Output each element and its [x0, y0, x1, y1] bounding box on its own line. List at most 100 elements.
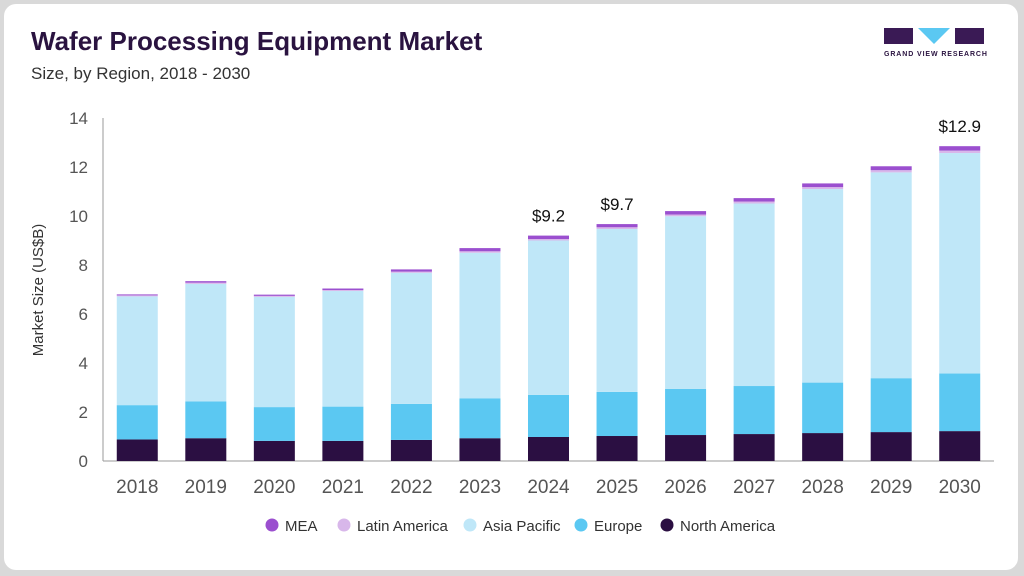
bar-segment-latin-america [390, 271, 432, 273]
bar-segment-mea [733, 198, 775, 202]
bar-segment-north-america [116, 439, 158, 461]
bar-segment-europe [459, 398, 501, 439]
bar-segment-mea [390, 269, 432, 272]
bar-segment-north-america [870, 432, 912, 461]
bar-segment-north-america [528, 436, 569, 461]
x-tick-label: 2027 [733, 477, 775, 498]
bar-segment-europe [870, 378, 912, 433]
legend-label: Asia Pacific [483, 518, 561, 535]
bar-segment-mea [322, 288, 364, 290]
bar-segment-asia-pacific [802, 189, 844, 383]
bar-segment-mea [459, 248, 501, 252]
x-tick-label: 2021 [322, 477, 364, 498]
x-tick-label: 2018 [116, 477, 158, 498]
bar-segment-mea [185, 281, 227, 283]
bar-segment-north-america [322, 440, 364, 461]
data-label: $9.2 [532, 207, 565, 226]
y-tick-label: 8 [79, 256, 88, 275]
legend-swatch [574, 518, 588, 532]
x-tick-label: 2030 [939, 477, 981, 498]
legend-label: Latin America [357, 518, 449, 535]
y-tick-label: 4 [79, 354, 88, 373]
bar-segment-mea [253, 294, 295, 296]
bar-segment-latin-america [253, 295, 295, 297]
x-tick-label: 2022 [390, 477, 432, 498]
bar-segment-mea [870, 166, 912, 171]
data-label: $9.7 [600, 195, 633, 214]
y-tick-label: 2 [79, 403, 88, 422]
bar-segment-europe [390, 403, 432, 440]
bar-segment-latin-america [939, 150, 981, 154]
bar-segment-europe [185, 401, 227, 439]
bar-segment-asia-pacific [939, 153, 981, 374]
bar-segment-asia-pacific [665, 216, 707, 389]
y-tick-label: 6 [79, 305, 88, 324]
y-axis-label: Market Size (US$B) [30, 224, 47, 357]
bar-segment-europe [733, 386, 775, 435]
bar-segment-europe [802, 382, 844, 434]
bar-segment-latin-america [870, 170, 912, 173]
legend-label: Europe [594, 518, 642, 535]
x-tick-label: 2020 [253, 477, 295, 498]
legend-swatch [660, 518, 674, 532]
chart-title: Wafer Processing Equipment Market [31, 26, 483, 56]
bar-segment-north-america [665, 435, 707, 461]
bar-segment-north-america [733, 434, 775, 461]
bar-segment-latin-america [528, 239, 569, 241]
bar-segment-latin-america [665, 214, 707, 217]
x-tick-label: 2019 [185, 477, 227, 498]
bar-segment-latin-america [459, 251, 501, 253]
bar-segment-latin-america [322, 289, 364, 291]
legend-swatch [265, 518, 279, 532]
x-tick-label: 2029 [870, 477, 912, 498]
bar-segment-asia-pacific [733, 203, 775, 387]
x-tick-label: 2024 [527, 477, 570, 498]
bar-segment-latin-america [116, 295, 158, 297]
y-tick-label: 10 [69, 207, 88, 226]
bar-segment-asia-pacific [390, 272, 432, 404]
bar-segment-latin-america [802, 187, 844, 190]
bar-segment-europe [939, 373, 981, 432]
x-tick-label: 2023 [459, 477, 501, 498]
bar-segment-north-america [802, 433, 844, 461]
bar-segment-latin-america [185, 282, 227, 284]
bar-segment-asia-pacific [185, 283, 227, 402]
grand-view-research-logo [884, 28, 984, 44]
bar-segment-asia-pacific [116, 296, 158, 406]
data-label: $12.9 [938, 117, 981, 136]
bar-segment-asia-pacific [528, 240, 569, 395]
bar-segment-mea [939, 146, 981, 151]
legend-swatch [463, 518, 477, 532]
bar-segment-asia-pacific [870, 172, 912, 379]
bar-segment-latin-america [733, 201, 775, 204]
logo-text: GRAND VIEW RESEARCH [884, 51, 988, 58]
y-tick-label: 12 [69, 158, 88, 177]
bar-segment-mea [116, 294, 158, 296]
bar-segment-mea [802, 183, 844, 188]
bar-segment-asia-pacific [459, 252, 501, 399]
y-tick-label: 0 [79, 452, 88, 471]
bar-segment-europe [253, 407, 295, 441]
bar-segment-mea [665, 211, 707, 215]
bar-segment-north-america [253, 440, 295, 461]
bar-segment-mea [596, 224, 638, 228]
chart-subtitle: Size, by Region, 2018 - 2030 [31, 64, 251, 83]
bar-segment-north-america [390, 439, 432, 461]
bar-segment-asia-pacific [596, 228, 638, 392]
bar-segment-north-america [939, 431, 981, 461]
bar-segment-north-america [596, 436, 638, 461]
bar-segment-asia-pacific [253, 296, 295, 408]
bar-segment-north-america [459, 438, 501, 461]
legend-label: MEA [285, 518, 318, 535]
bar-segment-mea [528, 235, 569, 240]
bar-segment-north-america [185, 438, 227, 461]
x-tick-label: 2028 [802, 477, 844, 498]
y-tick-label: 14 [69, 109, 88, 128]
bar-segment-asia-pacific [322, 290, 364, 407]
bar-segment-europe [322, 406, 364, 441]
bar-segment-europe [596, 391, 638, 437]
legend-label: North America [680, 518, 776, 535]
bar-segment-europe [116, 405, 158, 440]
bar-segment-latin-america [596, 227, 638, 229]
